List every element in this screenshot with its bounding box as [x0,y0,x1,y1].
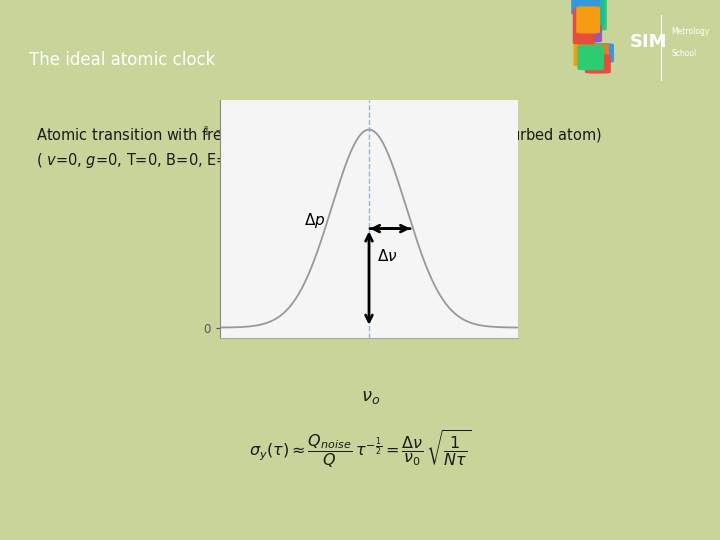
FancyBboxPatch shape [580,0,606,14]
Text: Atomic transition with frequency $\nu_o$ free of perturbations (unperturbed atom: Atomic transition with frequency $\nu_o$… [36,126,602,145]
Text: $\nu_o$: $\nu_o$ [361,388,380,406]
FancyBboxPatch shape [582,0,603,25]
FancyBboxPatch shape [573,9,594,44]
Text: $\Delta\nu$: $\Delta\nu$ [377,248,397,264]
FancyBboxPatch shape [575,32,595,66]
Text: Metrology: Metrology [671,28,709,37]
FancyBboxPatch shape [586,44,608,67]
FancyBboxPatch shape [577,7,599,33]
Text: SIM: SIM [630,33,667,51]
Text: School: School [671,50,696,58]
Text: The ideal atomic clock: The ideal atomic clock [29,51,215,69]
FancyBboxPatch shape [586,0,606,30]
Text: $\sigma_y(\tau) \approx \dfrac{Q_{noise}}{Q}\,\tau^{-\frac{1}{2}} = \dfrac{\Delt: $\sigma_y(\tau) \approx \dfrac{Q_{noise}… [249,428,471,470]
Text: ( $v$=0, $g$=0, T=0, B=0, E=0, $\Delta t\rightarrow\infty$, etc).: ( $v$=0, $g$=0, T=0, B=0, E=0, $\Delta t… [36,151,336,170]
FancyBboxPatch shape [592,44,613,62]
FancyBboxPatch shape [572,0,599,14]
FancyBboxPatch shape [578,45,603,70]
Text: $\Delta p$: $\Delta p$ [304,211,325,230]
FancyBboxPatch shape [585,55,610,73]
FancyBboxPatch shape [578,21,601,42]
